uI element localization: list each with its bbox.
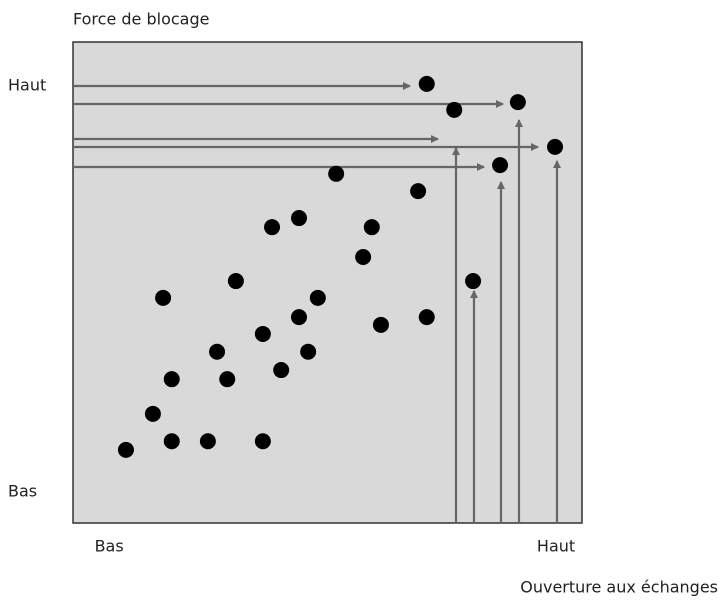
- x-axis-title: Ouverture aux échanges: [520, 578, 718, 597]
- point: [328, 165, 345, 182]
- point: [300, 343, 317, 360]
- point: [363, 219, 380, 236]
- point: [264, 219, 281, 236]
- point: [155, 289, 172, 306]
- point: [372, 316, 389, 333]
- point: [290, 309, 307, 326]
- y-axis-title: Force de blocage: [73, 10, 209, 29]
- point: [309, 289, 326, 306]
- plot-area: [72, 41, 583, 524]
- point: [219, 371, 236, 388]
- point: [254, 433, 271, 450]
- point: [355, 249, 372, 266]
- point: [509, 94, 526, 111]
- point: [547, 138, 564, 155]
- arrows: [73, 82, 561, 523]
- x-tick-label: Haut: [537, 537, 575, 556]
- point: [290, 210, 307, 227]
- point: [418, 75, 435, 92]
- point: [117, 441, 134, 458]
- point: [273, 362, 290, 379]
- point: [418, 309, 435, 326]
- y-tick-label: Haut: [8, 75, 46, 94]
- point: [163, 433, 180, 450]
- point: [410, 183, 427, 200]
- point: [254, 325, 271, 342]
- point: [227, 273, 244, 290]
- y-tick-label: Bas: [8, 482, 37, 501]
- point: [492, 157, 509, 174]
- point: [446, 101, 463, 118]
- point: [163, 371, 180, 388]
- point: [209, 343, 226, 360]
- point: [199, 433, 216, 450]
- point: [144, 405, 161, 422]
- x-tick-label: Bas: [95, 537, 124, 556]
- point: [465, 273, 482, 290]
